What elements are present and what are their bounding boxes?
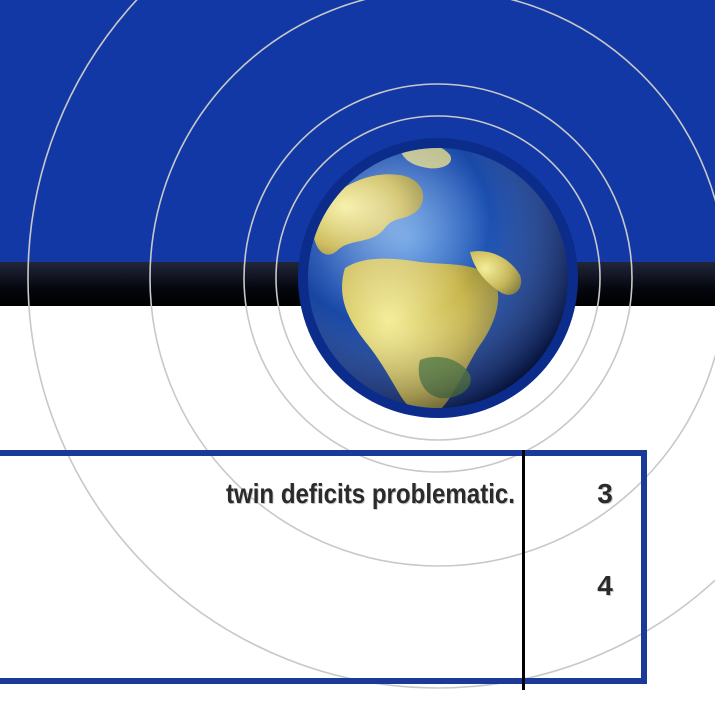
table-frame [0, 450, 647, 684]
table-column-divider [522, 450, 525, 690]
table-row-1-text: twin deficits problematic. [225, 478, 515, 509]
table-row-2-number: 4 [597, 570, 613, 601]
table-row-1-number: 3 [597, 478, 613, 509]
header-blue-band [0, 0, 715, 262]
header-dark-bar [0, 262, 715, 306]
